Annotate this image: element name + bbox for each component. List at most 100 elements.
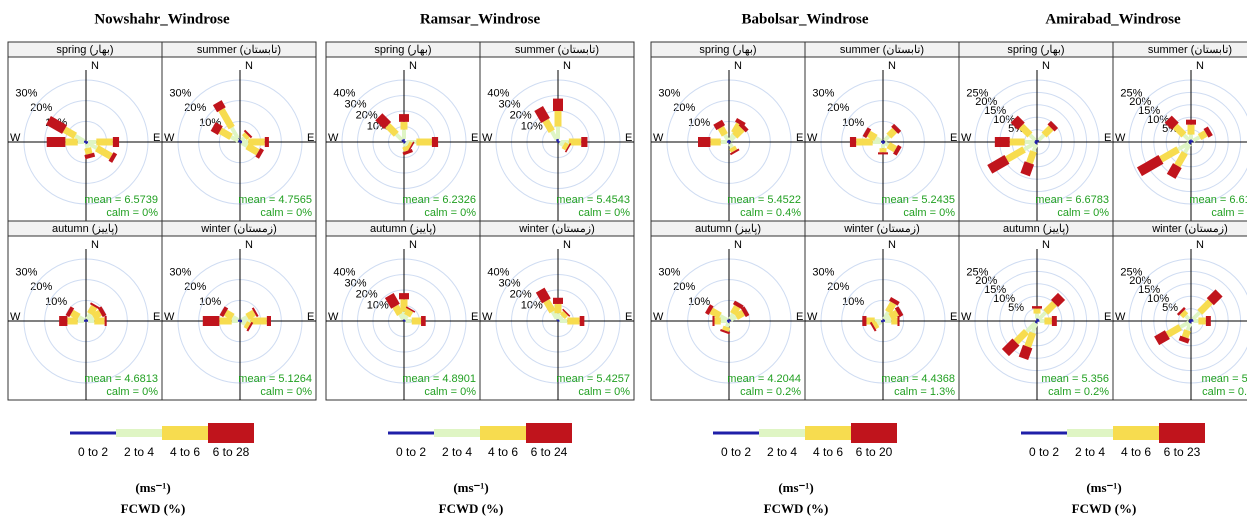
mean-label: mean = 5.4522 bbox=[727, 194, 801, 206]
compass-w: W bbox=[807, 311, 818, 323]
ring-label: 40% bbox=[333, 266, 355, 278]
compass-e: E bbox=[625, 311, 632, 323]
calm-label: calm = 0% bbox=[1057, 207, 1109, 219]
petal-segment bbox=[62, 126, 78, 139]
compass-n: N bbox=[888, 60, 896, 72]
season-strip bbox=[479, 41, 635, 58]
petal-segment bbox=[375, 113, 392, 130]
petal-segment bbox=[557, 319, 560, 322]
season-label: spring (بهار) bbox=[56, 44, 113, 56]
petal-segment bbox=[108, 152, 118, 163]
petal-segment bbox=[394, 132, 404, 142]
petal-segment bbox=[894, 306, 904, 318]
petal-segment bbox=[1166, 163, 1182, 179]
units: (ms⁻¹) bbox=[778, 480, 813, 495]
ring-label: 10% bbox=[688, 117, 710, 129]
petal-segment bbox=[728, 141, 731, 145]
season-label: spring (بهار) bbox=[374, 44, 431, 56]
petal-segment bbox=[1013, 329, 1029, 345]
petal-segment bbox=[1176, 306, 1186, 316]
ring-label: 30% bbox=[812, 266, 834, 278]
legend-swatch bbox=[70, 431, 116, 435]
petal-segment bbox=[404, 308, 414, 318]
season-strip bbox=[1112, 41, 1247, 58]
petal-segment bbox=[1037, 133, 1046, 142]
petal-segment bbox=[880, 140, 884, 143]
compass-w: W bbox=[328, 311, 339, 323]
petal-segment bbox=[237, 140, 241, 143]
legend-swatch bbox=[1159, 423, 1205, 443]
compass-e: E bbox=[796, 132, 803, 144]
petal-segment bbox=[550, 310, 559, 320]
petal-segment bbox=[872, 321, 880, 330]
petal-segment bbox=[728, 142, 734, 149]
legend-label: 6 to 24 bbox=[531, 445, 568, 459]
ring-label: 40% bbox=[333, 87, 355, 99]
calm-label: calm = 0% bbox=[578, 386, 630, 398]
ring-label: 20% bbox=[510, 110, 532, 122]
petal-segment bbox=[1183, 143, 1192, 154]
petal-segment bbox=[735, 118, 746, 127]
petal-segment bbox=[1031, 143, 1039, 153]
petal-segment bbox=[243, 129, 253, 139]
petal-segment bbox=[210, 122, 223, 135]
petal-segment bbox=[83, 319, 87, 322]
ring-label: 10% bbox=[199, 117, 221, 129]
season-strip bbox=[479, 220, 635, 237]
petal-segment bbox=[1018, 344, 1033, 360]
petal-segment bbox=[732, 126, 745, 139]
legend-label: 6 to 23 bbox=[1164, 445, 1201, 459]
calm-label: calm = 0.2% bbox=[740, 386, 801, 398]
legend-swatch bbox=[1021, 431, 1067, 435]
petal-segment bbox=[732, 300, 744, 310]
ring-label: 20% bbox=[356, 289, 378, 301]
petal-segment bbox=[876, 320, 883, 326]
petal-segment bbox=[91, 309, 103, 320]
legend-swatch bbox=[526, 423, 572, 443]
petal-segment bbox=[885, 301, 897, 314]
season-label: winter (زمستان) bbox=[1151, 223, 1228, 235]
ring-label: 10% bbox=[688, 296, 710, 308]
mean-label: mean = 5.1264 bbox=[238, 373, 312, 385]
ring-label: 40% bbox=[487, 266, 509, 278]
ring-label: 10% bbox=[199, 296, 221, 308]
legend-label: 0 to 2 bbox=[78, 445, 108, 459]
petal-segment bbox=[1035, 320, 1038, 324]
compass-n: N bbox=[563, 239, 571, 251]
mean-label: mean = 5.356 bbox=[1041, 373, 1109, 385]
petal-segment bbox=[403, 319, 406, 322]
group-title: Nowshahr_Windrose bbox=[94, 11, 230, 27]
compass-n: N bbox=[1196, 239, 1204, 251]
petal-segment bbox=[1030, 322, 1039, 334]
petal-segment bbox=[542, 118, 555, 134]
compass-e: E bbox=[1104, 311, 1111, 323]
petal-segment bbox=[727, 320, 730, 324]
petal-segment bbox=[728, 319, 732, 322]
ring-label: 30% bbox=[169, 266, 191, 278]
petal-segment bbox=[543, 299, 556, 314]
mean-label: mean = 4.6813 bbox=[84, 373, 158, 385]
legend-swatch bbox=[851, 423, 897, 443]
petal-segment bbox=[713, 119, 726, 131]
petal-segment bbox=[251, 307, 259, 318]
ring-label: 30% bbox=[658, 266, 680, 278]
calm-label: calm = 0% bbox=[424, 386, 476, 398]
petal-segment bbox=[1028, 133, 1037, 142]
calm-label: calm = 0% bbox=[106, 386, 158, 398]
petal-segment bbox=[243, 321, 251, 330]
petal-segment bbox=[888, 309, 900, 320]
petal-segment bbox=[729, 145, 738, 153]
season-strip bbox=[1112, 220, 1247, 237]
petal-segment bbox=[862, 127, 872, 139]
petal-segment bbox=[1192, 135, 1201, 143]
petal-segment bbox=[392, 304, 404, 317]
petal-segment bbox=[725, 322, 731, 328]
season-label: winter (زمستان) bbox=[843, 223, 920, 235]
legend-swatch bbox=[759, 429, 805, 437]
compass-n: N bbox=[91, 239, 99, 251]
compass-e: E bbox=[950, 311, 957, 323]
mean-label: mean = 4.4368 bbox=[881, 373, 955, 385]
season-label: autumn (پاییز) bbox=[52, 223, 118, 235]
petal-segment bbox=[880, 320, 884, 323]
